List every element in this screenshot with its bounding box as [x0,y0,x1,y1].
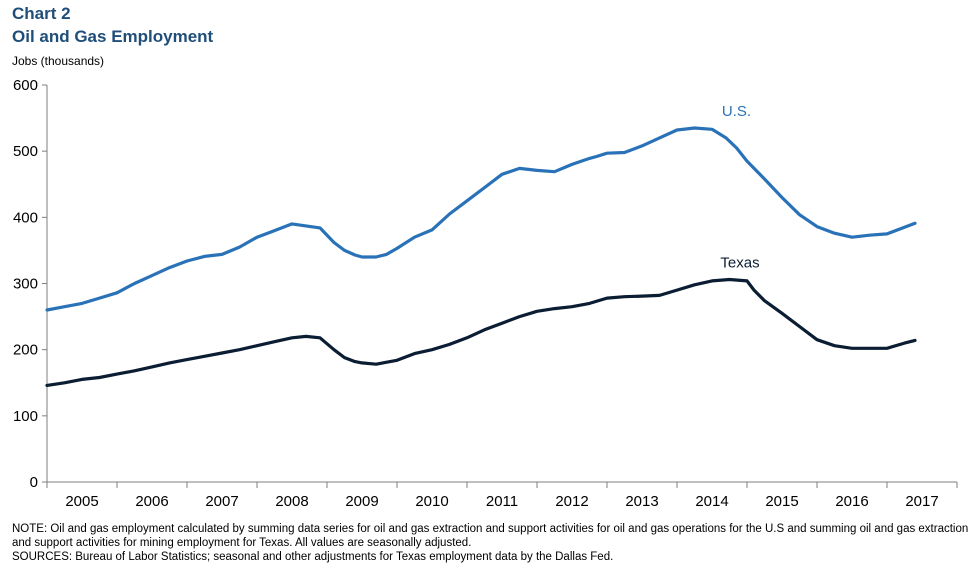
y-axis-unit-label: Jobs (thousands) [12,54,105,68]
y-tick-label: 0 [30,474,38,491]
chart-note: NOTE: Oil and gas employment calculated … [12,523,969,549]
x-tick-label: 2006 [135,493,168,510]
y-tick-label: 100 [13,408,38,425]
series-line-texas [45,277,917,387]
series-label-u-s: U.S. [722,103,751,120]
chart-sources: SOURCES: Bureau of Labor Statistics; sea… [12,551,614,563]
x-tick-label: 2012 [555,493,588,510]
x-tick-label: 2007 [205,493,238,510]
series-label-texas: Texas [720,255,759,272]
x-tick-label: 2005 [65,493,98,510]
y-tick-label: 300 [13,276,38,293]
x-tick-label: 2014 [695,493,728,510]
line-chart: 0 100 200 300 400 500 600 2005 2006 2007 2008 2009 2… [13,77,958,510]
y-tick-label: 600 [13,77,38,94]
y-tick-label: 200 [13,342,38,359]
y-tick-label: 400 [13,209,38,226]
x-tick-label: 2016 [835,493,868,510]
x-tick-label: 2017 [905,493,938,510]
x-tick-label: 2011 [486,493,518,510]
x-tick-label: 2008 [275,493,308,510]
y-tick-label: 500 [13,143,38,160]
x-tick-label: 2009 [345,493,378,510]
x-tick-label: 2010 [415,493,448,510]
x-tick-label: 2013 [625,493,658,510]
x-tick-label: 2015 [765,493,798,510]
series-line-u-s [45,126,917,312]
chart-title: Oil and Gas Employment [12,27,214,46]
chart-label: Chart 2 [12,4,71,23]
